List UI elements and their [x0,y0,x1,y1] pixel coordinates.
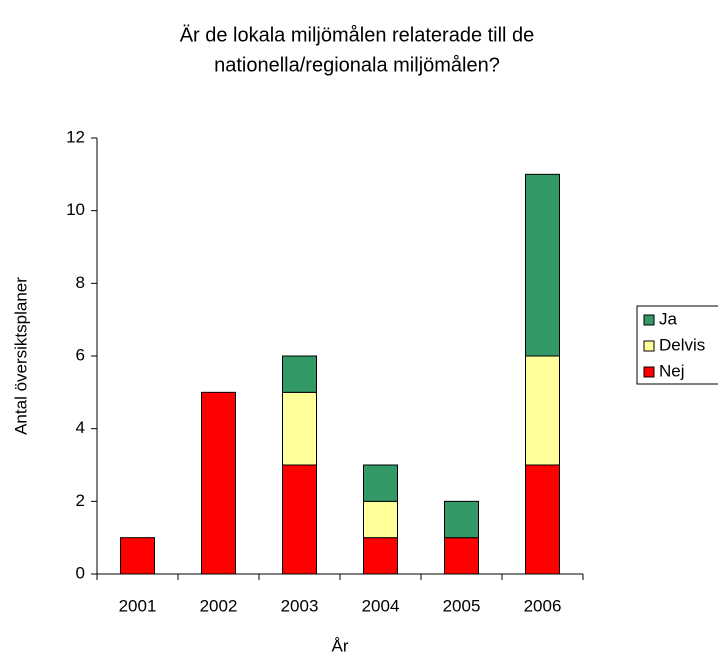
x-tick-label: 2001 [119,596,157,615]
bar-segment [525,464,560,575]
bar-segment [282,355,317,393]
x-tick-label: 2004 [362,596,400,615]
y-tick-label: 6 [76,345,85,364]
legend-label: Ja [659,309,678,328]
y-tick-label: 8 [76,273,85,292]
y-tick-label: 10 [66,200,85,219]
bar-segment [363,537,398,575]
bar-segment [201,391,236,575]
x-axis-label: År [332,636,349,655]
y-tick-label: 0 [76,563,85,582]
y-tick-label: 12 [66,127,85,146]
y-tick-label: 2 [76,491,85,510]
y-axis-label: Antal översiktsplaner [11,277,30,435]
legend-swatch [643,314,655,326]
bar-segment [363,500,398,539]
x-tick-label: 2003 [281,596,319,615]
x-tick-label: 2006 [524,596,562,615]
chart-title: nationella/regionala miljömålen? [214,54,500,76]
bar-segment [444,500,479,539]
chart-title: Är de lokala miljömålen relaterade till … [180,24,535,46]
bar-segment [525,355,560,466]
bar-segment [525,173,560,357]
x-tick-label: 2005 [443,596,481,615]
bar-segment [282,391,317,466]
legend-label: Delvis [659,335,705,354]
bar-segment [363,464,398,502]
bar-segment [120,537,155,575]
bar-segment [282,464,317,575]
legend-swatch [643,340,655,352]
legend-label: Nej [659,361,685,380]
bar-segment [444,537,479,575]
y-tick-label: 4 [76,418,85,437]
x-tick-label: 2002 [200,596,238,615]
legend-swatch [643,366,655,378]
